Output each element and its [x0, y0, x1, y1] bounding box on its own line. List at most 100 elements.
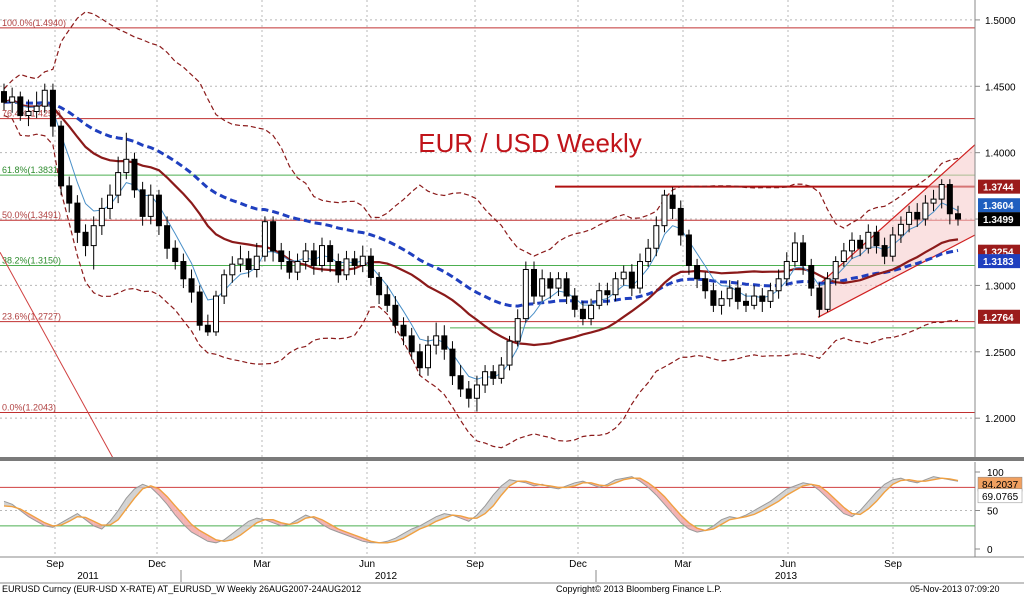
momentum-fill [126, 488, 135, 509]
candle [82, 224, 89, 257]
candle-body [400, 324, 407, 337]
candle-body [196, 291, 203, 326]
fib-level-label: 61.8%(1.3831) [2, 165, 61, 175]
momentum-fill [762, 501, 771, 511]
candle [669, 187, 676, 220]
candle-body [930, 198, 937, 204]
momentum-fill [493, 485, 502, 506]
price-tag-box [978, 212, 1020, 227]
candle [237, 245, 244, 273]
candle-body [726, 287, 733, 300]
price-tag-label: 1.3604 [983, 201, 1014, 212]
momentum-fill [770, 495, 779, 506]
candle-body [392, 304, 399, 326]
candle-body [734, 287, 741, 302]
candle-body [90, 225, 97, 247]
candle [253, 242, 260, 278]
candle-body [433, 335, 440, 346]
candle [946, 179, 953, 225]
price-tag-label: 1.3499 [983, 215, 1014, 226]
momentum-tag-label: 69.0765 [982, 492, 1019, 503]
candle-body [278, 250, 285, 263]
price-tag: 1.3744 [978, 179, 1020, 194]
momentum-fill [110, 510, 119, 526]
candle [685, 229, 692, 275]
candle [302, 242, 309, 270]
momentum-fill [273, 519, 282, 526]
candle-body [123, 158, 130, 174]
price-tag: 1.2764 [978, 309, 1020, 324]
candle [384, 285, 391, 312]
candle-body [490, 371, 497, 379]
candle [1, 83, 7, 111]
candle-body [115, 172, 122, 196]
candle [286, 250, 293, 279]
bollinger-upper-band [3, 11, 959, 257]
momentum-fill [672, 505, 681, 523]
candle [628, 264, 635, 297]
candle-body [33, 105, 40, 113]
candle-body [588, 304, 595, 320]
candle [759, 288, 766, 312]
candle-body [889, 234, 896, 257]
year-label: 2013 [775, 571, 798, 582]
footer-copyright: Copyright© 2013 Bloomberg Finance L.P. [556, 584, 722, 594]
price-tick-label: 1.3000 [985, 281, 1016, 292]
price-tick-label: 1.4500 [985, 82, 1016, 93]
price-tag-box [978, 254, 1020, 269]
momentum-tag-label: 84.2037 [982, 480, 1019, 491]
candle [922, 195, 929, 226]
price-tag-label: 1.3183 [983, 257, 1014, 268]
candle [930, 189, 937, 212]
candle [155, 189, 162, 235]
candle [433, 322, 440, 355]
candle-body [319, 245, 325, 267]
momentum-fill [232, 527, 241, 540]
candle-body [685, 234, 692, 267]
candle-body [579, 308, 586, 320]
candle [261, 216, 268, 262]
candle [751, 285, 758, 310]
candle [449, 341, 456, 385]
candle-body [188, 278, 195, 293]
candle [889, 227, 896, 262]
momentum-tag: 84.2037 [977, 476, 1023, 492]
candle [351, 250, 358, 275]
candle-body [694, 265, 701, 280]
candle [865, 224, 872, 254]
momentum-fill [656, 488, 665, 505]
candle-body [849, 239, 855, 252]
candle-body [514, 318, 521, 342]
candle-body [661, 194, 668, 227]
candle [531, 261, 537, 305]
candle [571, 288, 578, 318]
candle [107, 184, 113, 220]
candle-body [376, 276, 383, 296]
time-tick-label: Dec [569, 559, 587, 570]
candle [514, 309, 521, 347]
candle-body [9, 96, 16, 103]
price-tag: 1.3499 [978, 212, 1020, 227]
momentum-fill [158, 488, 168, 505]
momentum-k-line [3, 476, 959, 544]
channel-fill [818, 144, 975, 318]
candle [465, 381, 472, 408]
candle-body [743, 300, 749, 306]
time-tick-label: Dec [148, 559, 166, 570]
candle [172, 240, 179, 270]
candle [416, 343, 423, 376]
candle-body [384, 294, 391, 306]
price-tag-label: 1.3744 [983, 183, 1014, 194]
candle [41, 83, 48, 113]
candle-body [604, 290, 611, 296]
candle-body [669, 194, 676, 209]
candle-body [204, 324, 211, 333]
candle [506, 335, 513, 371]
candle [645, 238, 652, 267]
candle-body [359, 255, 366, 267]
candle-body [66, 185, 73, 204]
price-tag-label: 1.3254 [983, 248, 1014, 259]
candle-body [457, 375, 464, 390]
candle-body [824, 278, 831, 310]
